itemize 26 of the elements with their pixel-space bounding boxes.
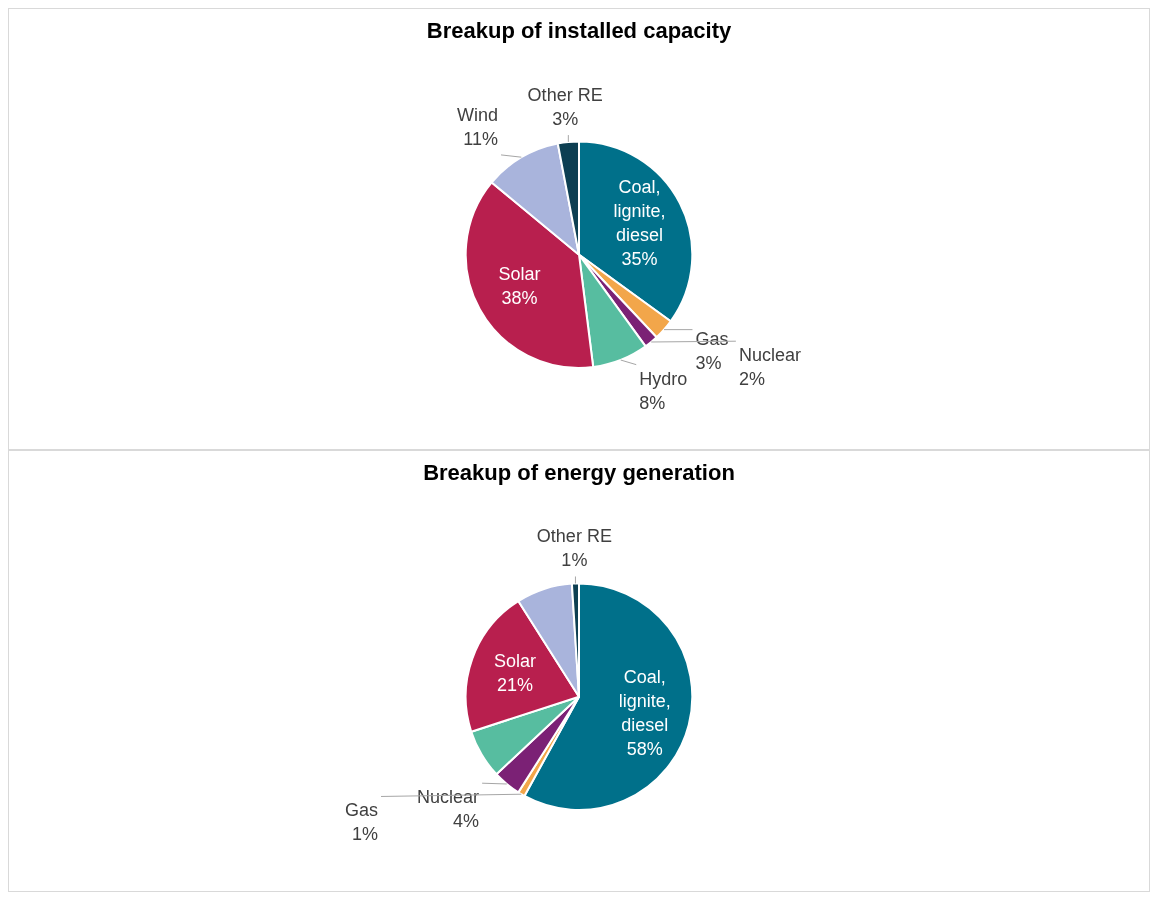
- slice-label: Coal, lignite, diesel: [618, 666, 671, 735]
- data-label: 11%: [463, 128, 499, 149]
- slice-label: Gas: [345, 800, 379, 821]
- data-label: 4%: [453, 811, 480, 832]
- chart-title: Breakup of installed capacity: [426, 18, 732, 44]
- slice-label: Nuclear: [738, 345, 801, 366]
- data-label: 3%: [552, 109, 579, 130]
- data-label: 1%: [561, 550, 588, 571]
- slice-label: Nuclear: [417, 787, 480, 808]
- slice-label: Wind: [457, 104, 499, 125]
- data-label: 35%: [621, 248, 658, 269]
- data-label: 1%: [352, 824, 379, 845]
- slice-label: Coal, lignite, diesel: [613, 176, 666, 245]
- slice-label: Gas: [695, 329, 729, 350]
- data-label: 2%: [738, 369, 765, 390]
- data-label: 21%: [497, 674, 534, 695]
- slice-label: Solar: [494, 650, 537, 671]
- slice-label: Solar: [498, 264, 541, 285]
- data-label: 3%: [695, 353, 722, 374]
- data-label: 8%: [639, 392, 666, 413]
- slice-label: Hydro: [639, 368, 688, 389]
- data-label: 58%: [626, 738, 663, 759]
- slice-label: Other RE: [536, 526, 612, 547]
- chart-title: Breakup of energy generation: [423, 460, 735, 486]
- slice-label: Other RE: [527, 85, 603, 106]
- data-label: 38%: [501, 288, 538, 309]
